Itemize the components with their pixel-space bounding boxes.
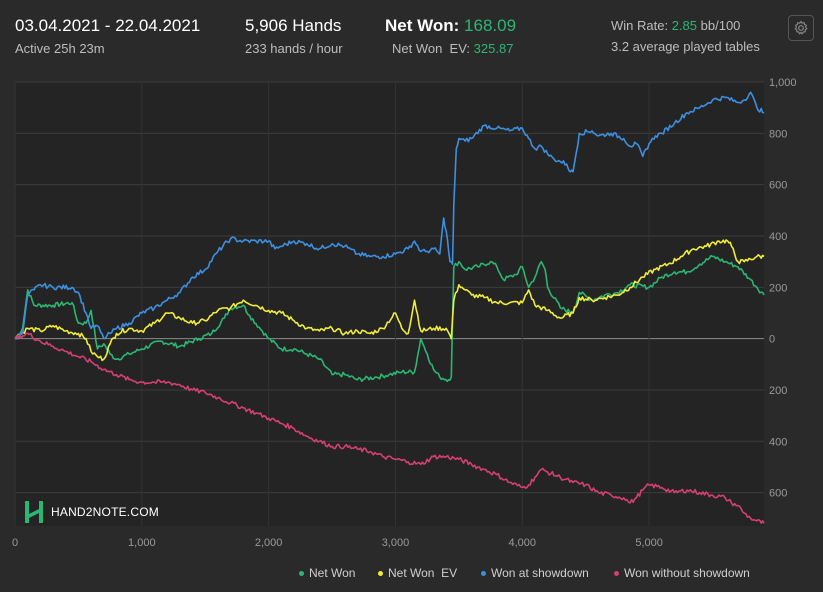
win-rate-value: 2.85: [671, 18, 698, 33]
active-time: Active 25h 23m: [15, 41, 105, 56]
y-tick-label: 200: [769, 385, 787, 397]
net-won: Net Won: 168.09: [385, 16, 516, 36]
hand2note-logo-text: HAND2NOTE.COM: [51, 505, 159, 519]
date-range: 03.04.2021 - 22.04.2021: [15, 16, 201, 35]
chart-grid: [14, 81, 764, 526]
y-tick-label: 0: [769, 334, 775, 346]
net-won-ev-value: 325.87: [473, 41, 514, 56]
legend-label: Net Won EV: [388, 566, 458, 580]
legend-swatch: [299, 570, 304, 576]
legend-swatch: [614, 570, 619, 576]
legend-item-net-won-ev[interactable]: Net Won EV: [378, 566, 457, 580]
profit-chart: 1,000 800 600 400 200 0 200 400 600 0 1,000 2,000 3,…: [12, 77, 797, 549]
net-won-ev-label: Net Won EV:: [392, 41, 471, 56]
series-line-won-without-showdown: [14, 332, 765, 524]
series-line-net-won: [14, 254, 765, 383]
win-rate: Win Rate: 2.85 bb/100: [611, 18, 740, 33]
y-tick-label: 400: [769, 231, 787, 243]
y-tick-label: 200: [769, 282, 787, 294]
y-tick-label: 400: [769, 436, 787, 448]
legend-item-won-at-showdown[interactable]: Won at showdown: [481, 566, 589, 580]
plot-area: [15, 82, 764, 526]
win-rate-unit: bb/100: [700, 18, 741, 33]
chart-axes: 1,000 800 600 400 200 0 200 400 600 0 1,000 2,000 3,…: [12, 77, 797, 549]
x-tick-label: 3,000: [382, 537, 410, 549]
y-tick-label: 600: [769, 488, 787, 500]
chart-series: [14, 91, 765, 524]
x-tick-label: 0: [12, 537, 18, 549]
win-rate-label: Win Rate:: [611, 18, 669, 33]
net-won-label: Net Won:: [385, 16, 460, 35]
legend-item-net-won[interactable]: Net Won: [299, 566, 355, 580]
net-won-value: 168.09: [464, 16, 517, 35]
legend-label: Won without showdown: [624, 566, 750, 580]
summary-header: 03.04.2021 - 22.04.2021 Active 25h 23m 5…: [0, 0, 823, 74]
settings-button[interactable]: [788, 15, 814, 41]
series-line-won-at-showdown: [14, 91, 765, 340]
y-tick-label: 600: [769, 180, 787, 192]
x-tick-label: 4,000: [509, 537, 537, 549]
y-tick-label: 800: [769, 128, 787, 140]
series-line-net-won-ev: [14, 239, 765, 362]
hand2note-logo-icon: [25, 501, 43, 523]
legend-label: Won at showdown: [491, 566, 589, 580]
x-tick-label: 5,000: [635, 537, 663, 549]
x-tick-label: 2,000: [255, 537, 283, 549]
legend-swatch: [378, 570, 383, 576]
legend-swatch: [481, 570, 486, 576]
hand2note-logo: HAND2NOTE.COM: [24, 500, 159, 524]
y-tick-label: 1,000: [769, 77, 797, 89]
hands-count: 5,906 Hands: [245, 16, 342, 35]
x-tick-label: 1,000: [128, 537, 156, 549]
legend-item-won-without-showdown[interactable]: Won without showdown: [614, 566, 750, 580]
average-tables: 3.2 average played tables: [611, 39, 760, 54]
gear-icon: [794, 20, 808, 35]
hands-per-hour: 233 hands / hour: [245, 41, 343, 56]
net-won-ev: Net Won EV: 325.87: [392, 41, 513, 56]
legend-label: Net Won: [309, 566, 356, 580]
